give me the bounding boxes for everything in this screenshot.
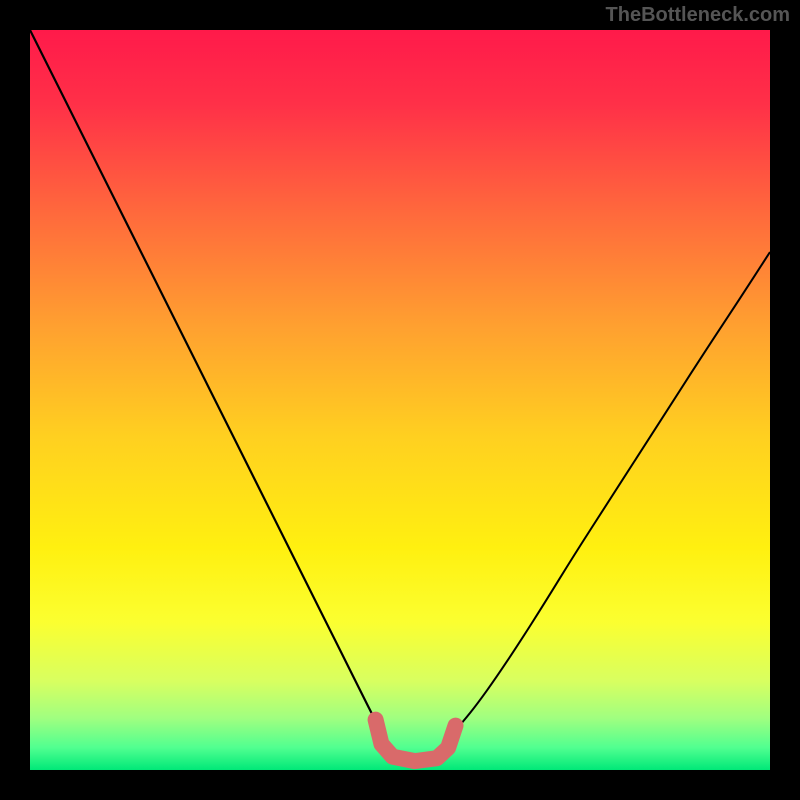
plot-area (30, 30, 770, 770)
curves-svg (30, 30, 770, 770)
attribution-text: TheBottleneck.com (606, 4, 790, 27)
chart-frame: TheBottleneck.com (0, 0, 800, 800)
curve-right (452, 252, 770, 734)
valley-marker (376, 720, 456, 761)
curve-left (30, 30, 384, 734)
